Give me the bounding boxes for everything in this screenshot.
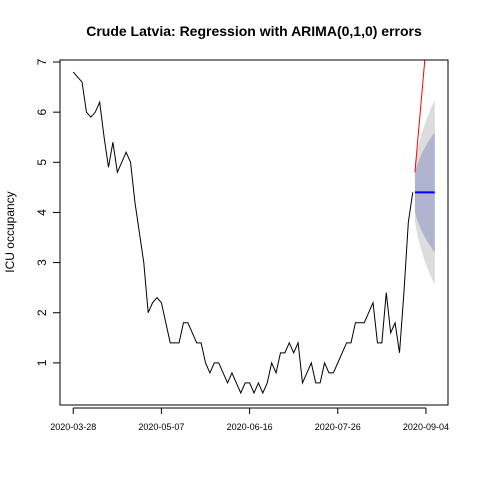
x-tick-label: 2020-06-16 (227, 422, 273, 432)
y-tick-label: 3 (35, 259, 49, 266)
series-line (414, 60, 426, 173)
x-tick-label: 2020-05-07 (138, 422, 184, 432)
y-tick-label: 6 (35, 108, 49, 115)
y-tick-label: 4 (35, 209, 49, 216)
plot-area (72, 60, 435, 395)
chart-title: Crude Latvia: Regression with ARIMA(0,1,… (86, 23, 422, 39)
series-line (72, 71, 414, 395)
x-tick-label: 2020-03-28 (50, 422, 96, 432)
y-axis-label: ICU occupancy (3, 191, 17, 272)
y-tick-label: 5 (35, 159, 49, 166)
y-tick-label: 7 (35, 58, 49, 65)
y-tick-label: 2 (35, 309, 49, 316)
x-tick-label: 2020-07-26 (315, 422, 361, 432)
x-tick-label: 2020-09-04 (403, 422, 449, 432)
y-tick-label: 1 (35, 359, 49, 366)
